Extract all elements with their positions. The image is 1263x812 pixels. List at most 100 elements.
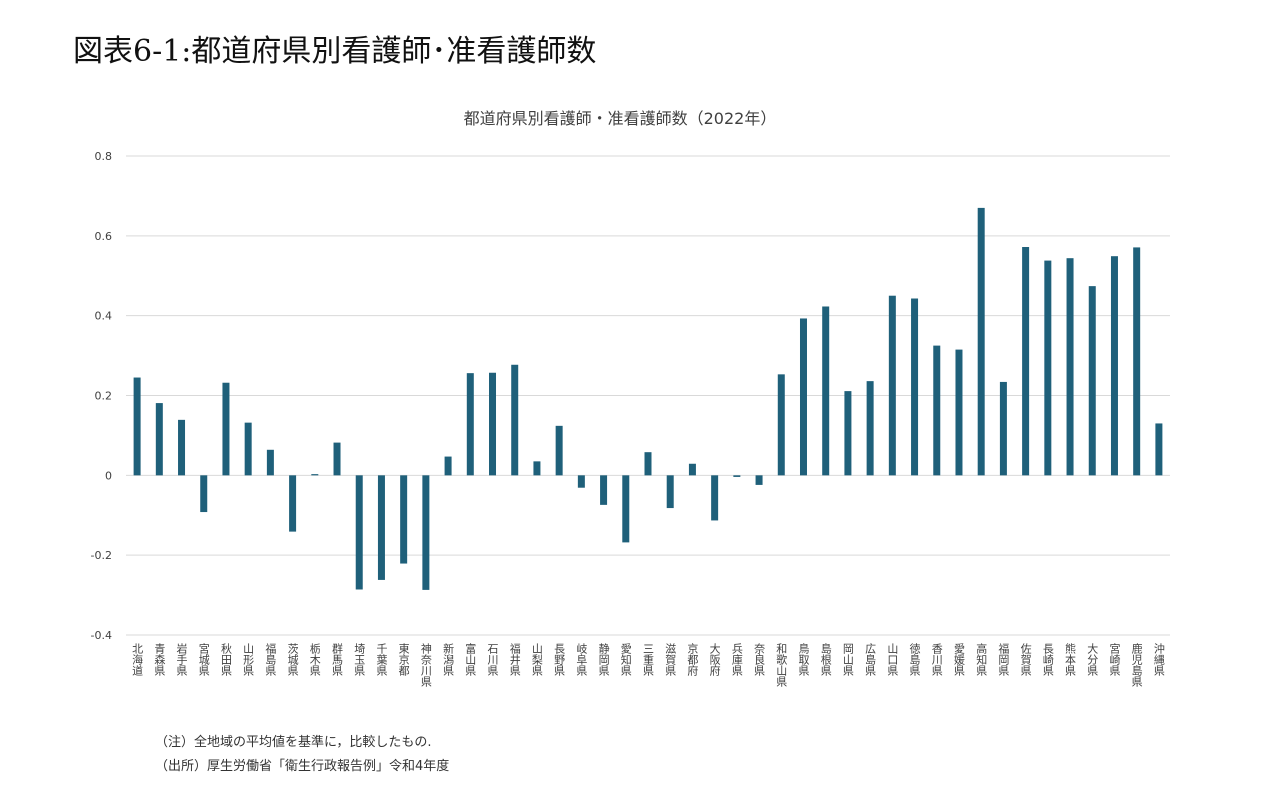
bar — [577, 475, 585, 488]
x-tick-label: 香川県 — [930, 643, 943, 677]
x-tick-label: 群馬県 — [331, 642, 344, 677]
x-axis-tick-labels: 北海道 青森県 岩手県 宮城県 秋田県 山形県 福島県 茨城県 栃木県 群馬県 埼玉県 千葉県 東京都神… — [131, 642, 1166, 688]
x-tick-label: 富山県 — [464, 642, 477, 677]
y-axis-tick-labels: 0.8 0.6 0.4 0.2 0 -0.2 -0.4 — [91, 150, 112, 642]
bar — [755, 475, 763, 485]
y-tick-label: -0.2 — [91, 549, 112, 562]
x-tick-label: 兵庫県 — [730, 643, 743, 677]
x-tick-label: 秋田県 — [219, 642, 232, 677]
chart-source: （出所）厚生労働省「衛生行政報告例」令和4年度 — [155, 759, 450, 774]
bar — [777, 374, 785, 476]
bar — [289, 475, 297, 532]
x-tick-label: 青森県 — [153, 643, 166, 677]
x-tick-label: 岡山県 — [841, 643, 854, 677]
y-tick-label: 0.2 — [95, 390, 113, 403]
bar — [1133, 247, 1141, 476]
x-tick-label: 和歌山県 — [775, 643, 788, 688]
x-tick-label: 宮城県 — [197, 642, 210, 677]
bar — [711, 475, 719, 521]
x-tick-label: 徳島県 — [908, 643, 921, 677]
chart-note: （注）全地域の平均値を基準に，比較したもの. — [155, 735, 432, 750]
x-tick-label: 島根県 — [819, 642, 832, 677]
x-tick-label: 高知県 — [975, 642, 988, 677]
x-tick-label: 愛媛県 — [952, 643, 965, 677]
bar — [133, 377, 141, 476]
bar — [955, 349, 963, 476]
bar — [1155, 423, 1163, 476]
bar — [1110, 256, 1118, 476]
x-tick-label: 宮崎県 — [1108, 642, 1121, 677]
x-tick-label: 広島県 — [864, 643, 877, 677]
bar — [222, 382, 230, 476]
bar — [1022, 247, 1030, 476]
bar — [555, 425, 563, 476]
bar — [666, 475, 674, 509]
bar — [799, 318, 807, 476]
bar — [333, 442, 341, 476]
x-tick-label: 福島県 — [264, 642, 277, 677]
x-tick-label: 大阪府 — [708, 642, 721, 677]
x-tick-label: 山梨県 — [530, 643, 543, 677]
x-tick-label: 鳥取県 — [797, 642, 810, 677]
x-tick-label: 山形県 — [242, 643, 255, 677]
bar — [377, 475, 385, 580]
x-tick-label: 千葉県 — [375, 643, 388, 677]
x-tick-label: 福井県 — [508, 642, 521, 677]
x-tick-label: 岐阜県 — [575, 643, 588, 677]
x-tick-label: 静岡県 — [597, 642, 610, 677]
bar — [600, 475, 608, 505]
x-tick-label: 長野県 — [553, 643, 566, 677]
bar — [266, 449, 274, 476]
x-tick-label: 長崎県 — [1041, 643, 1054, 677]
bar — [466, 373, 474, 476]
chart-title: 都道府県別看護師・准看護師数（2022年） — [464, 109, 777, 128]
y-tick-label: 0.8 — [95, 150, 113, 163]
x-tick-label: 福岡県 — [997, 642, 1010, 677]
bar — [911, 298, 919, 476]
x-tick-label: 石川県 — [486, 643, 499, 677]
x-tick-label: 三重県 — [642, 643, 655, 677]
bar — [933, 345, 941, 476]
bar — [822, 306, 830, 476]
bar — [733, 475, 741, 477]
y-tick-label: 0.6 — [95, 230, 113, 243]
x-tick-label: 岩手県 — [175, 642, 188, 677]
x-tick-label: 東京都 — [397, 643, 410, 676]
bar — [200, 475, 208, 513]
y-tick-label: -0.4 — [91, 629, 112, 642]
x-tick-label: 埼玉県 — [353, 642, 366, 677]
x-tick-label: 鹿児島県 — [1130, 642, 1143, 688]
bar — [1044, 260, 1052, 476]
bar — [688, 463, 696, 476]
page-title: 図表6-1:都道府県別看護師･准看護師数 — [73, 34, 597, 69]
bar — [888, 295, 896, 476]
bar — [999, 381, 1007, 476]
bar — [178, 419, 186, 476]
x-tick-label: 神奈川県 — [419, 642, 432, 688]
bar — [355, 475, 363, 590]
bar — [422, 475, 430, 590]
x-tick-label: 茨城県 — [286, 642, 299, 677]
x-tick-label: 山口県 — [886, 643, 899, 677]
x-tick-label: 大分県 — [1086, 642, 1099, 677]
bar — [511, 364, 519, 476]
bar — [311, 474, 319, 476]
bar — [977, 207, 985, 476]
bar — [155, 403, 163, 476]
bar — [622, 475, 630, 543]
x-tick-label: 京都府 — [686, 642, 699, 677]
bar — [866, 381, 874, 476]
bar — [400, 475, 408, 564]
x-tick-label: 栃木県 — [308, 642, 321, 677]
bar — [644, 452, 652, 476]
x-tick-label: 新潟県 — [442, 642, 455, 677]
x-tick-label: 北海道 — [131, 643, 144, 676]
bar — [489, 372, 497, 476]
x-tick-label: 滋賀県 — [664, 643, 677, 677]
bar — [444, 456, 452, 476]
bar-series — [133, 207, 1163, 590]
bar — [1066, 258, 1074, 476]
x-tick-label: 愛知県 — [619, 643, 632, 677]
x-tick-label: 沖縄県 — [1152, 643, 1165, 677]
bar — [844, 391, 852, 476]
